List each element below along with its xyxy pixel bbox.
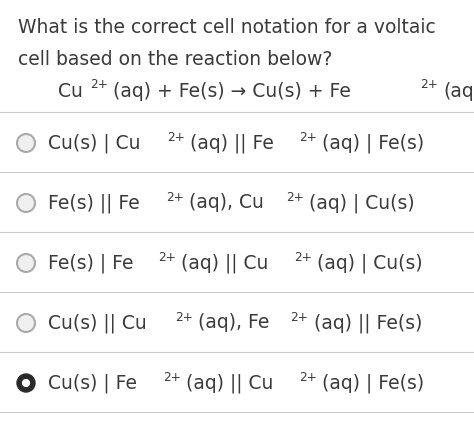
Circle shape <box>23 380 29 386</box>
Text: 2+: 2+ <box>420 78 438 91</box>
Text: Cu: Cu <box>58 82 83 101</box>
Text: (aq), Cu: (aq), Cu <box>190 194 264 213</box>
Text: (aq) | Cu(s): (aq) | Cu(s) <box>309 193 415 213</box>
Text: (aq): (aq) <box>443 82 474 101</box>
Text: 2+: 2+ <box>299 372 317 385</box>
Text: 2+: 2+ <box>166 191 184 204</box>
Circle shape <box>17 314 35 332</box>
Text: 2+: 2+ <box>291 311 309 324</box>
Text: Fe(s) | Fe: Fe(s) | Fe <box>48 253 134 273</box>
Text: 2+: 2+ <box>286 191 304 204</box>
Circle shape <box>17 134 35 152</box>
Text: Cu(s) || Cu: Cu(s) || Cu <box>48 313 147 333</box>
Text: 2+: 2+ <box>294 251 312 264</box>
Circle shape <box>17 374 35 392</box>
Text: 2+: 2+ <box>167 132 185 145</box>
Text: Cu(s) | Fe: Cu(s) | Fe <box>48 373 137 393</box>
Text: 2+: 2+ <box>163 372 181 385</box>
Text: cell based on the reaction below?: cell based on the reaction below? <box>18 50 332 69</box>
Text: 2+: 2+ <box>175 311 193 324</box>
Text: (aq) + Fe(s) → Cu(s) + Fe: (aq) + Fe(s) → Cu(s) + Fe <box>113 82 351 101</box>
Text: 2+: 2+ <box>158 251 176 264</box>
Text: (aq) || Fe(s): (aq) || Fe(s) <box>314 313 422 333</box>
Text: (aq) | Fe(s): (aq) | Fe(s) <box>322 133 424 153</box>
Text: 2+: 2+ <box>90 78 108 91</box>
Text: (aq) | Cu(s): (aq) | Cu(s) <box>317 253 423 273</box>
Text: (aq) || Fe: (aq) || Fe <box>191 133 274 153</box>
Circle shape <box>17 194 35 212</box>
Text: (aq), Fe: (aq), Fe <box>199 313 270 332</box>
Text: Cu(s) | Cu: Cu(s) | Cu <box>48 133 140 153</box>
Text: (aq) | Fe(s): (aq) | Fe(s) <box>322 373 424 393</box>
Text: Fe(s) || Fe: Fe(s) || Fe <box>48 193 140 213</box>
Circle shape <box>17 254 35 272</box>
Text: (aq) || Cu: (aq) || Cu <box>182 253 269 273</box>
Text: 2+: 2+ <box>299 132 317 145</box>
Text: (aq) || Cu: (aq) || Cu <box>186 373 273 393</box>
Text: What is the correct cell notation for a voltaic: What is the correct cell notation for a … <box>18 18 436 37</box>
